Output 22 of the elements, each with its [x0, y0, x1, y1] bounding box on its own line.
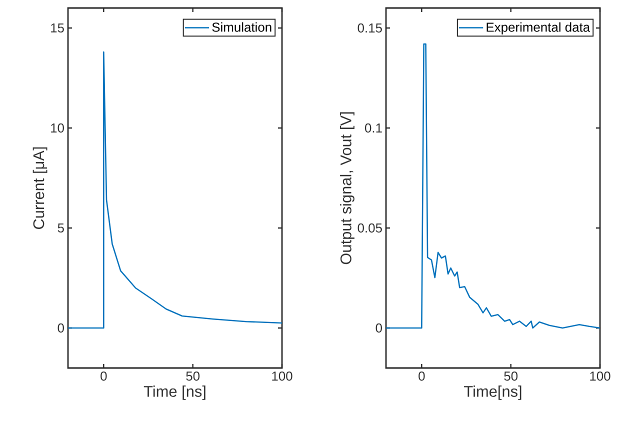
x-axis-title: Time [ns] [144, 386, 206, 400]
legend-label: Simulation [212, 22, 272, 32]
legend-label: Experimental data [486, 22, 590, 34]
x-tick-label: 100 [590, 372, 610, 381]
y-axis-title: Output signal, Vout [V] [340, 112, 354, 264]
y-tick-label: 10 [51, 123, 64, 133]
y-tick-label: 0.15 [358, 23, 382, 33]
x-tick-label: 50 [504, 372, 518, 381]
x-tick-label: 50 [186, 372, 200, 381]
y-tick-label: 0.05 [358, 223, 382, 233]
x-tick-label: 0 [100, 372, 107, 381]
y-tick-label: 0 [376, 323, 382, 333]
y-tick-label: 15 [51, 23, 64, 33]
x-tick-label: 0 [418, 372, 425, 381]
line-series [68, 51, 282, 329]
y-axis-title: Current [μA] [32, 147, 48, 229]
y-tick-label: 0 [58, 323, 64, 333]
y-tick-label: 0.1 [364, 123, 382, 133]
x-axis-title: Time[ns] [464, 386, 522, 400]
y-tick-label: 5 [58, 223, 64, 233]
x-tick-label: 100 [272, 372, 292, 381]
line-series [386, 43, 600, 329]
